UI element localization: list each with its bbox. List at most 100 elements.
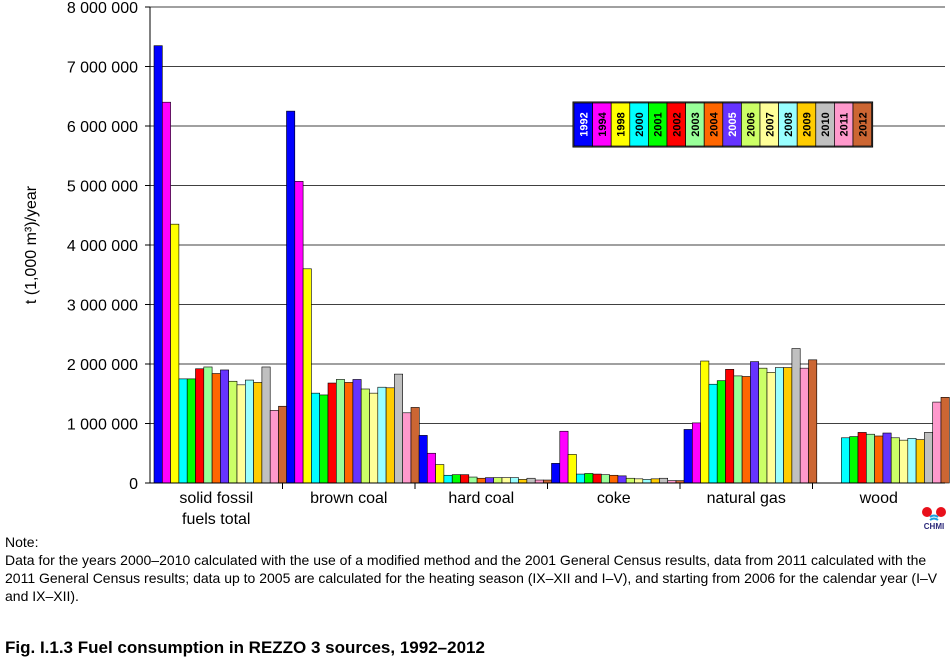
- bar-2008-4: [774, 367, 784, 484]
- legend-label-1998: 1998: [616, 112, 628, 136]
- bar-2002-3: [592, 473, 602, 484]
- legend-label-2012: 2012: [857, 112, 869, 136]
- bar-2001-1: [319, 394, 329, 484]
- bar-2005-1: [352, 379, 362, 484]
- bar-2000-0: [178, 378, 188, 484]
- bar-2009-5: [915, 439, 925, 484]
- bar-2002-5: [857, 432, 867, 484]
- bar-1992-4: [683, 429, 693, 484]
- bar-2012-4: [808, 359, 818, 484]
- bar-2008-0: [245, 379, 254, 484]
- legend-label-2003: 2003: [690, 112, 702, 136]
- axes: [145, 6, 945, 489]
- y-axis-label: t (1,000 m³)/year: [23, 185, 40, 304]
- legend-label-2010: 2010: [820, 112, 832, 136]
- y-tick-label: 5 000 000: [67, 179, 138, 196]
- bar-2004-5: [874, 435, 884, 484]
- bar-2010-1: [394, 373, 403, 484]
- bar-2012-0: [278, 405, 288, 484]
- bar-2008-1: [377, 386, 387, 484]
- bar-1992-2: [418, 435, 428, 484]
- bar-1998-2: [435, 464, 445, 484]
- bar-2000-5: [841, 437, 851, 484]
- bar-2008-2: [509, 477, 519, 484]
- y-tick-labels: 0 1 000 000 2 000 000 3 000 000 4 000 000 5 0…: [67, 0, 138, 493]
- chmi-logo: CHMI: [921, 505, 946, 535]
- bar-2009-2: [518, 479, 528, 484]
- bar-2004-3: [609, 474, 619, 484]
- bar-1994-3: [559, 430, 569, 484]
- bar-2003-0: [203, 366, 213, 484]
- x-tick-label: hard coal: [448, 490, 514, 507]
- note: Note: Data for the years 2000–2010 calcu…: [5, 533, 950, 605]
- bar-2003-2: [468, 476, 478, 484]
- bar-2010-5: [924, 432, 934, 484]
- bar-1998-3: [567, 454, 577, 484]
- bar-2004-0: [211, 373, 221, 484]
- y-tick-label: 3 000 000: [67, 298, 138, 315]
- bar-2000-3: [576, 473, 586, 484]
- y-tick-label: 6 000 000: [67, 119, 138, 136]
- chmi-logo-text: CHMI: [923, 522, 945, 531]
- bar-1992-0: [153, 45, 163, 484]
- legend-label-2007: 2007: [764, 112, 776, 136]
- y-tick-label: 8 000 000: [67, 0, 138, 17]
- bar-2006-4: [758, 367, 768, 484]
- legend-label-2004: 2004: [709, 111, 721, 136]
- bar-2009-3: [650, 478, 660, 484]
- legend-label-2002: 2002: [671, 112, 683, 136]
- bar-2006-5: [890, 437, 900, 484]
- bar-2002-0: [195, 368, 205, 484]
- bar-2002-1: [327, 382, 337, 484]
- bar-2001-0: [186, 378, 196, 484]
- bar-1998-0: [170, 223, 180, 484]
- bar-2001-4: [716, 380, 726, 484]
- bar-2007-5: [899, 439, 909, 484]
- bar-2006-3: [625, 477, 635, 484]
- x-tick-label: natural gas: [707, 490, 786, 507]
- bar-2009-0: [253, 382, 263, 484]
- bar-2010-2: [526, 477, 536, 484]
- bar-2009-4: [783, 367, 793, 484]
- y-tick-label: 7 000 000: [67, 60, 138, 77]
- bar-2005-5: [882, 432, 892, 484]
- x-tick-label: brown coal: [310, 490, 387, 507]
- bar-2003-3: [600, 474, 610, 484]
- bar-2004-4: [741, 376, 751, 484]
- y-tick-label: 2 000 000: [67, 357, 138, 374]
- bar-2012-1: [410, 407, 420, 484]
- bar-2011-0: [269, 410, 279, 484]
- note-title: Note:: [5, 534, 39, 550]
- bar-2011-4: [799, 367, 809, 484]
- bar-2001-3: [584, 473, 594, 484]
- legend-label-2009: 2009: [802, 112, 814, 136]
- bar-2010-0: [261, 366, 271, 484]
- bar-2011-5: [932, 401, 942, 484]
- bar-2001-2: [451, 474, 461, 484]
- x-tick-labels: solid fossil fuels total brown coal hard co…: [179, 490, 898, 528]
- bar-chart: 0 1 000 000 2 000 000 3 000 000 4 000 000 5 0…: [23, 0, 950, 528]
- legend-swatch-2012: [852, 102, 872, 147]
- bar-2000-1: [311, 392, 320, 484]
- bar-2007-1: [369, 392, 379, 484]
- figure-caption: Fig. I.1.3 Fuel consumption in REZZO 3 s…: [5, 638, 485, 657]
- legend-label-2001: 2001: [653, 112, 665, 136]
- bar-1994-1: [294, 181, 304, 484]
- y-tick-label: 0: [129, 476, 138, 493]
- bar-2003-4: [733, 375, 743, 484]
- legend-label-2011: 2011: [839, 113, 851, 137]
- legend-label-2006: 2006: [746, 112, 758, 136]
- bar-1994-2: [426, 452, 436, 484]
- bar-2002-2: [460, 474, 470, 484]
- bar-2008-5: [907, 438, 917, 484]
- y-tick-label: 1 000 000: [67, 417, 138, 434]
- bar-2005-4: [750, 361, 760, 484]
- legend-label-1992: 1992: [578, 112, 590, 136]
- bar-2004-2: [476, 477, 486, 484]
- bar-2006-2: [493, 477, 503, 484]
- x-tick-label: wood: [859, 490, 898, 507]
- legend-label-2008: 2008: [783, 112, 795, 136]
- bar-1994-4: [691, 422, 701, 484]
- bar-2005-3: [617, 475, 627, 484]
- bar-2007-3: [634, 478, 644, 484]
